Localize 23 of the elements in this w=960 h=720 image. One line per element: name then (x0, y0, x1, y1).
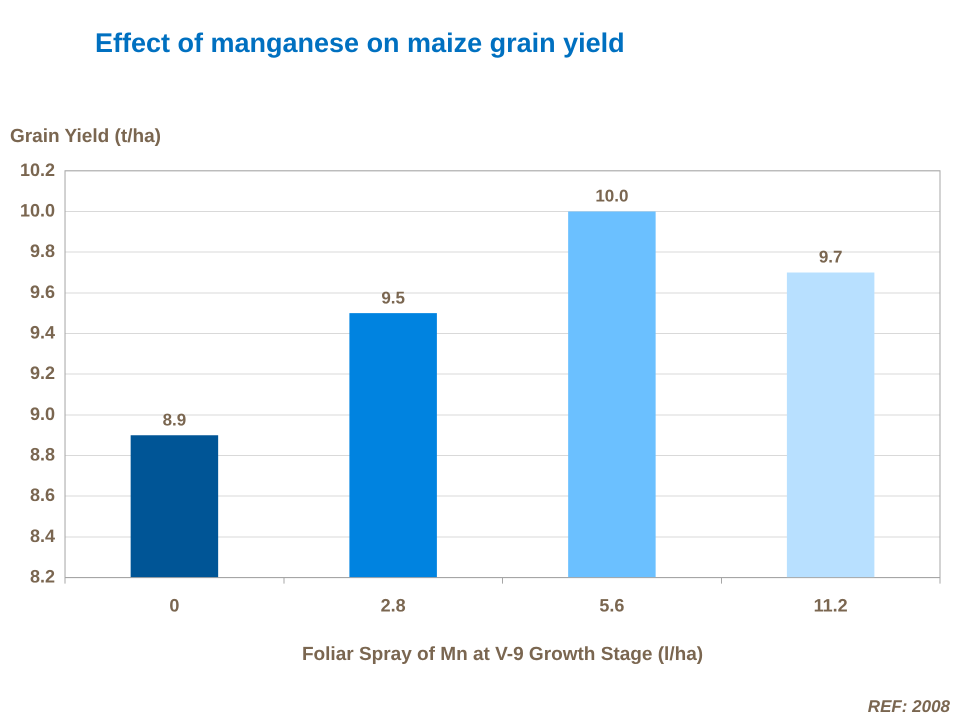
y-tick-label: 9.4 (30, 322, 56, 342)
chart-title: Effect of manganese on maize grain yield (95, 28, 625, 59)
y-axis-title: Grain Yield (t/ha) (10, 126, 161, 148)
y-tick-label: 8.8 (30, 444, 56, 465)
y-tick-label: 8.2 (30, 566, 56, 587)
x-tick-label: 2.8 (380, 595, 406, 616)
x-tick-label: 0 (169, 595, 180, 616)
y-tick-label: 10.0 (20, 200, 56, 220)
y-tick-label: 8.6 (30, 485, 56, 506)
y-tick-label: 8.4 (30, 526, 56, 546)
data-label: 9.5 (381, 288, 405, 308)
y-tick-label: 9.8 (30, 241, 56, 262)
data-label: 8.9 (162, 410, 186, 430)
y-tick-label: 9.2 (30, 363, 56, 384)
y-tick-label: 9.6 (30, 282, 56, 302)
data-label: 9.7 (818, 248, 842, 267)
x-axis-title: Foliar Spray of Mn at V-9 Growth Stage (l/ha) (302, 644, 704, 665)
text: REF: 2008 (868, 697, 950, 717)
data-label: 10.0 (595, 186, 628, 206)
y-tick-label: 10.2 (20, 160, 56, 180)
x-tick-label: 5.6 (599, 595, 624, 616)
x-tick-label: 11.2 (814, 595, 848, 616)
y-tick-label: 9.0 (30, 404, 56, 424)
